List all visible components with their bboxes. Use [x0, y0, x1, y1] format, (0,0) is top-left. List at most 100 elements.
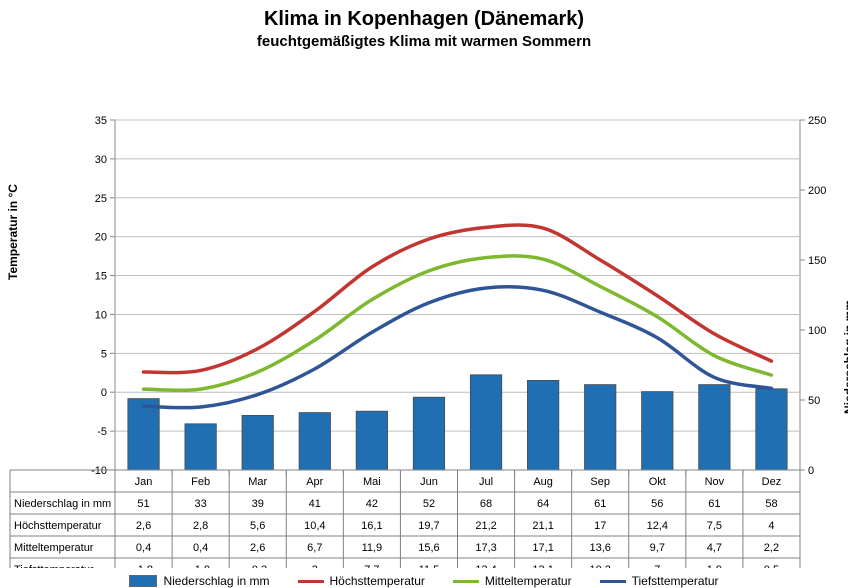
y-axis-right-label: Niederschlag in mm: [842, 300, 848, 414]
month-label: Jun: [420, 476, 438, 488]
month-label: Jan: [135, 476, 153, 488]
bar-precipitation: [585, 385, 616, 470]
y-axis-left-label: Temperatur in °C: [6, 184, 20, 280]
table-cell: 56: [651, 498, 663, 510]
table-cell: 19,7: [418, 520, 439, 532]
svg-text:200: 200: [808, 185, 826, 197]
chart-subtitle: feuchtgemäßigtes Klima mit warmen Sommer…: [0, 33, 848, 50]
table-cell: 10,4: [304, 520, 325, 532]
table-cell: 9,7: [650, 542, 665, 554]
table-cell: 4,7: [707, 542, 722, 554]
month-label: Sep: [590, 476, 610, 488]
month-label: Mar: [248, 476, 267, 488]
legend-swatch-line: [453, 580, 479, 583]
legend-label: Tiefsttemperatur: [632, 574, 719, 588]
svg-text:35: 35: [95, 115, 107, 127]
bar-precipitation: [185, 424, 216, 470]
table-cell: 13,4: [475, 564, 496, 568]
table-cell: 51: [137, 498, 149, 510]
table-cell: 33: [195, 498, 207, 510]
table-row-label: Höchsttemperatur: [14, 520, 102, 532]
legend-swatch-bar: [129, 575, 157, 587]
table-cell: 68: [480, 498, 492, 510]
month-label: Feb: [191, 476, 210, 488]
table-cell: 12,4: [647, 520, 668, 532]
bar-precipitation: [699, 385, 730, 470]
month-label: Dez: [762, 476, 782, 488]
legend-item-tmean: Mitteltemperatur: [453, 574, 572, 588]
legend-swatch-line: [600, 580, 626, 583]
bar-precipitation: [756, 389, 787, 470]
table-cell: 0,4: [136, 542, 151, 554]
table-cell: 17: [594, 520, 606, 532]
table-row-label: Mitteltemperatur: [14, 542, 94, 554]
table-row-label: Niederschlag in mm: [14, 498, 111, 510]
svg-text:5: 5: [101, 348, 107, 360]
table-cell: 13,1: [532, 564, 553, 568]
table-cell: 2,6: [250, 542, 265, 554]
table-cell: -1,9: [191, 564, 210, 568]
table-cell: 7,7: [364, 564, 379, 568]
table-cell: 11,9: [362, 542, 383, 554]
table-cell: 4: [768, 520, 774, 532]
month-label: Aug: [533, 476, 553, 488]
svg-text:150: 150: [808, 255, 826, 267]
table-cell: 42: [366, 498, 378, 510]
svg-text:20: 20: [95, 232, 107, 244]
table-cell: 21,1: [532, 520, 553, 532]
table-cell: 41: [309, 498, 321, 510]
svg-text:50: 50: [808, 395, 820, 407]
legend-label: Höchsttemperatur: [330, 574, 425, 588]
table-cell: -0,3: [248, 564, 267, 568]
table-cell: 2,8: [193, 520, 208, 532]
bar-precipitation: [527, 380, 558, 470]
table-cell: 52: [423, 498, 435, 510]
climate-chart: -10-505101520253035050100150200250JanFeb…: [0, 50, 848, 568]
svg-text:250: 250: [808, 115, 826, 127]
month-label: Okt: [649, 476, 666, 488]
month-label: Jul: [479, 476, 493, 488]
bar-precipitation: [470, 375, 501, 470]
table-cell: 61: [594, 498, 606, 510]
legend-swatch-line: [298, 580, 324, 583]
month-label: Nov: [705, 476, 725, 488]
svg-text:30: 30: [95, 154, 107, 166]
table-cell: 5,6: [250, 520, 265, 532]
table-cell: 16,1: [361, 520, 382, 532]
table-cell: 3: [312, 564, 318, 568]
line-tmean: [144, 256, 772, 390]
legend-label: Niederschlag in mm: [163, 574, 269, 588]
table-row-label: Tiefsttemperatur: [14, 564, 94, 568]
table-cell: 2,2: [764, 542, 779, 554]
legend: Niederschlag in mm Höchsttemperatur Mitt…: [0, 574, 848, 588]
legend-label: Mitteltemperatur: [485, 574, 572, 588]
bar-precipitation: [413, 397, 444, 470]
bar-precipitation: [128, 399, 159, 470]
table-cell: 15,6: [418, 542, 439, 554]
table-cell: 6,7: [307, 542, 322, 554]
bar-precipitation: [642, 392, 673, 470]
table-cell: 39: [252, 498, 264, 510]
month-label: Mai: [363, 476, 381, 488]
table-cell: 0,5: [764, 564, 779, 568]
table-cell: 17,3: [475, 542, 496, 554]
svg-text:100: 100: [808, 325, 826, 337]
legend-item-tmin: Tiefsttemperatur: [600, 574, 719, 588]
bar-precipitation: [356, 411, 387, 470]
svg-text:25: 25: [95, 193, 107, 205]
table-cell: 2,6: [136, 520, 151, 532]
legend-item-tmax: Höchsttemperatur: [298, 574, 425, 588]
table-cell: 7: [654, 564, 660, 568]
table-cell: -1,8: [134, 564, 153, 568]
table-cell: 1,9: [707, 564, 722, 568]
table-cell: 58: [765, 498, 777, 510]
table-cell: 17,1: [532, 542, 553, 554]
bar-precipitation: [299, 413, 330, 470]
svg-text:10: 10: [95, 309, 107, 321]
table-cell: 7,5: [707, 520, 722, 532]
table-cell: 11,5: [419, 564, 440, 568]
chart-title: Klima in Kopenhagen (Dänemark): [0, 0, 848, 31]
table-cell: 64: [537, 498, 549, 510]
table-cell: 10,3: [589, 564, 610, 568]
svg-text:15: 15: [95, 271, 107, 283]
